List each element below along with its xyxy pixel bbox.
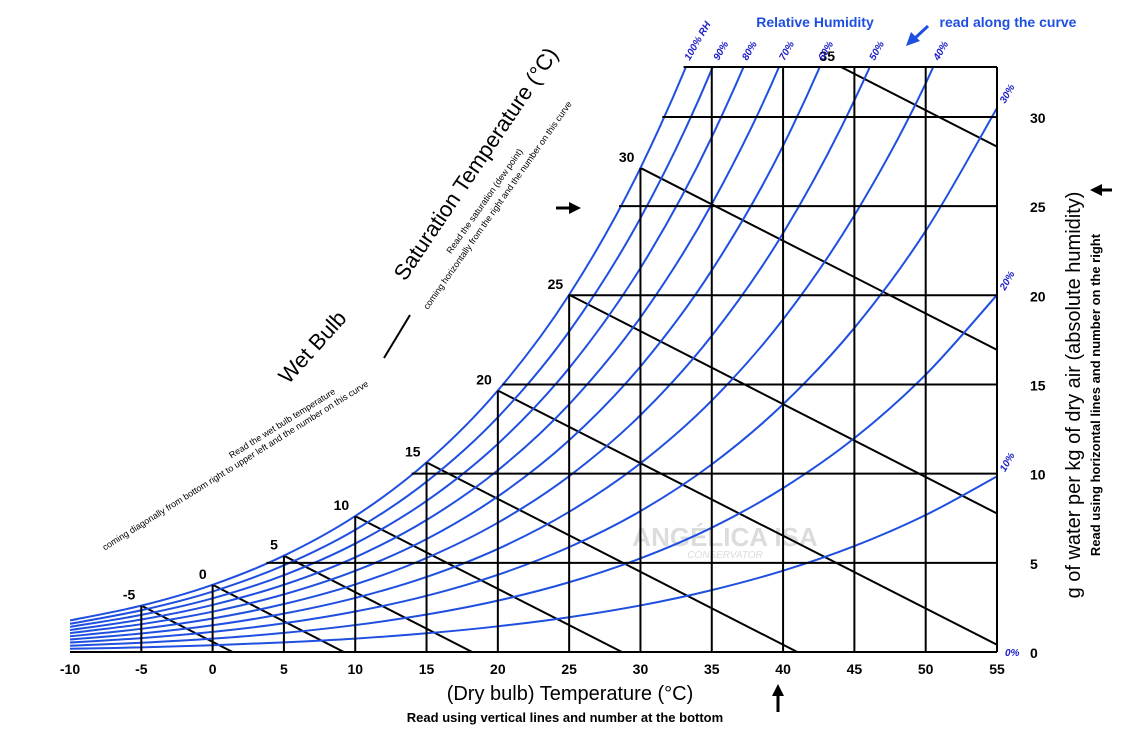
x-tick-label: 45: [847, 661, 863, 677]
wet-bulb-note: Read the wet bulb temperature coming dia…: [101, 379, 371, 553]
x-axis-note: Read using vertical lines and number at …: [407, 710, 723, 725]
x-tick-label: 20: [490, 661, 506, 677]
wet-bulb-label: 35: [819, 48, 835, 64]
chart-title: Relative Humidity: [756, 14, 874, 30]
clipped-marks: [70, 67, 997, 652]
saturation-title: Saturation Temperature (°C): [389, 43, 563, 285]
rh-label: 90%: [712, 40, 732, 63]
x-tick-label: 35: [704, 661, 720, 677]
rh-curve: [70, 67, 871, 638]
rh-curve: [70, 67, 935, 641]
wet-bulb-label: 25: [548, 276, 564, 292]
up-arrow: [772, 684, 784, 712]
y-tick-label: 20: [1030, 288, 1046, 304]
y-tick-label: 25: [1030, 199, 1046, 215]
note-line: Read the wet bulb temperature: [227, 386, 337, 460]
wet-bulb-title: Wet Bulb: [273, 306, 351, 389]
y-tick-label: 10: [1030, 467, 1046, 483]
wet-bulb-line: [283, 554, 473, 652]
x-tick-label: 25: [561, 661, 577, 677]
rh-label: 20%: [998, 270, 1018, 294]
y-axis-note: Read using horizontal lines and number o…: [1088, 233, 1103, 556]
right-arrow: [556, 202, 581, 214]
x-tick-label: -5: [135, 661, 148, 677]
wet-bulb-label: 0: [199, 566, 207, 582]
rh-label: 40%: [931, 40, 951, 64]
wet-bulb-line: [354, 515, 623, 652]
x-tick-label: 55: [989, 661, 1005, 677]
rh-curve: [70, 67, 688, 622]
x-tick-label: 0: [209, 661, 217, 677]
rh-curve: [70, 67, 781, 632]
rh-label: 100% RH: [683, 19, 714, 62]
x-tick-label: 40: [775, 661, 791, 677]
y-axis-label: g of water per kg of dry air (absolute h…: [1063, 192, 1085, 599]
y-tick-label: 30: [1030, 110, 1046, 126]
watermark: ANGÉLICA ISA: [632, 522, 818, 552]
y-tick-label: 15: [1030, 377, 1046, 393]
blue-arrow: [906, 24, 930, 46]
note-line: coming diagonally from bottom right to u…: [101, 379, 371, 553]
rh-label: 70%: [777, 40, 797, 63]
x-tick-label: 15: [419, 661, 435, 677]
title-note: read along the curve: [940, 14, 1077, 30]
wet-bulb-label: 10: [334, 497, 350, 513]
wet-bulb-label: 20: [476, 372, 492, 388]
slash: [383, 314, 411, 359]
y-tick-label: 0: [1030, 645, 1038, 661]
rh-label: 10%: [998, 451, 1018, 474]
rh-label: 80%: [740, 40, 760, 63]
x-tick-label: 30: [633, 661, 649, 677]
rh-label: 50%: [868, 40, 888, 63]
rh-label: 30%: [998, 83, 1018, 106]
rh-curve: [70, 67, 745, 628]
y-tick-label: 5: [1030, 556, 1038, 572]
wet-bulb-line: [838, 67, 997, 148]
x-tick-label: -10: [60, 661, 80, 677]
x-tick-label: 50: [918, 661, 934, 677]
wet-bulb-line: [640, 167, 997, 352]
wet-bulb-label: -5: [123, 587, 136, 603]
rh-label: 0%: [1005, 648, 1020, 659]
wet-bulb-label: 15: [405, 443, 421, 459]
x-tick-label: 10: [347, 661, 363, 677]
wet-bulb-line: [426, 461, 798, 652]
watermark-sub: CONSERVATOR: [687, 550, 763, 561]
left-arrow: [1090, 184, 1112, 196]
wet-bulb-label: 5: [270, 537, 278, 553]
wet-bulb-label: 30: [619, 149, 635, 165]
plot-area: -10 -5 0 5 10 15 20 25 30 35 40 45 50 55051015202530-…: [60, 19, 1046, 677]
x-axis-label: (Dry bulb) Temperature (°C): [447, 683, 694, 705]
rh-curve: [70, 67, 821, 635]
x-tick-label: 5: [280, 661, 288, 677]
